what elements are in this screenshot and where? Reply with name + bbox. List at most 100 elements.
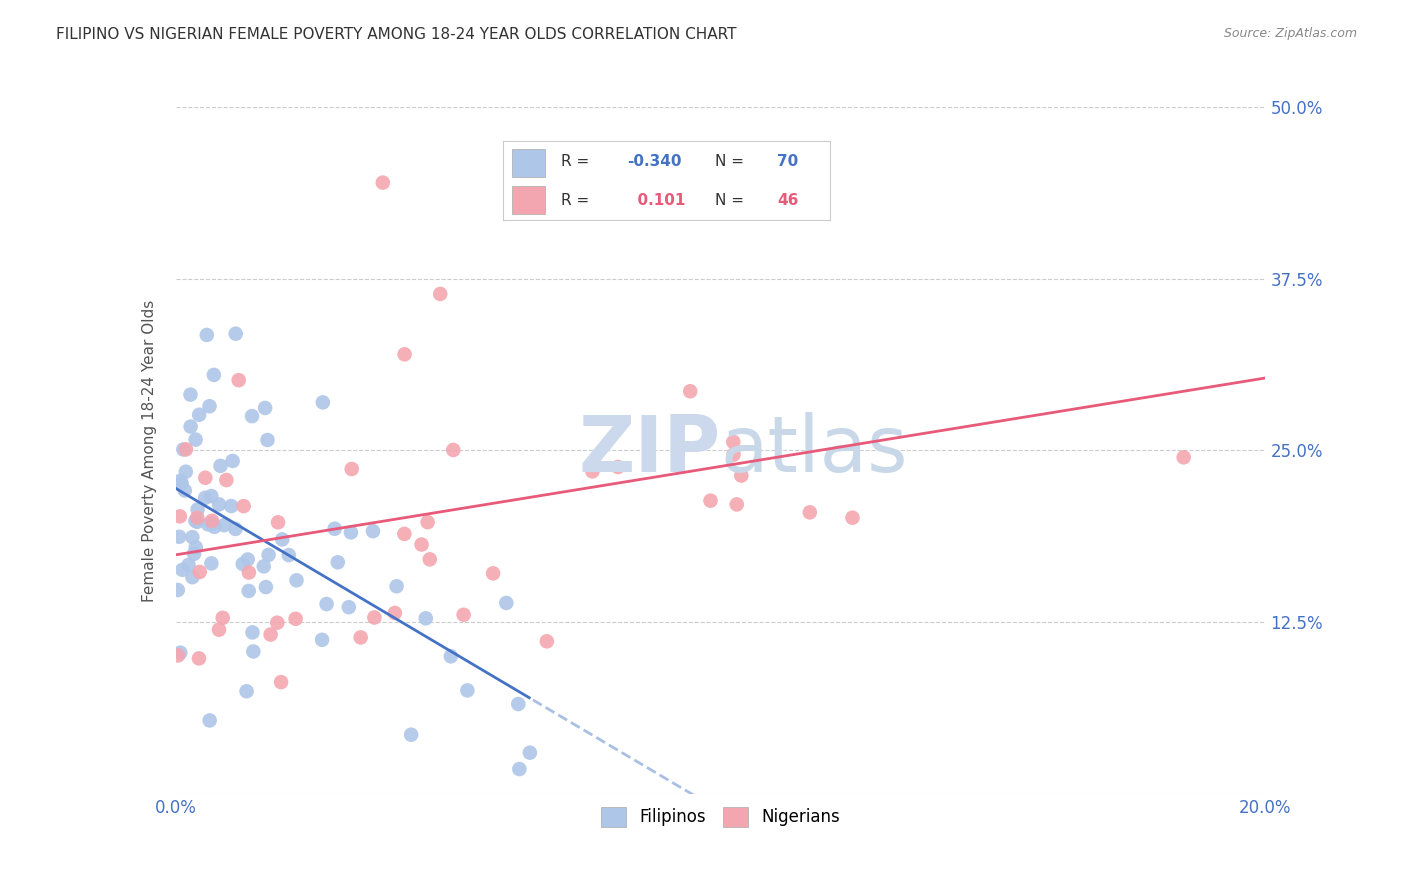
Point xyxy=(170,476,193,491)
Point xyxy=(453,607,475,622)
Point xyxy=(519,746,541,760)
Point xyxy=(183,547,205,561)
Point xyxy=(266,615,288,630)
Point xyxy=(173,483,195,498)
Point xyxy=(271,533,294,547)
Point xyxy=(361,524,384,538)
Point xyxy=(177,558,200,572)
Point xyxy=(184,433,207,447)
Point xyxy=(371,176,394,190)
Point xyxy=(841,510,863,524)
FancyBboxPatch shape xyxy=(512,149,546,177)
Point xyxy=(725,497,748,511)
Point xyxy=(326,555,349,569)
Point xyxy=(254,580,277,594)
Point xyxy=(212,518,235,533)
Point xyxy=(256,433,278,447)
Point xyxy=(257,548,280,562)
Point xyxy=(363,610,385,624)
Point xyxy=(172,442,194,457)
Point xyxy=(208,498,231,512)
Point xyxy=(312,395,335,409)
Text: -0.340: -0.340 xyxy=(627,153,682,169)
Point xyxy=(495,596,517,610)
Point xyxy=(311,632,333,647)
Point xyxy=(730,468,752,483)
Point xyxy=(184,541,207,555)
Point xyxy=(202,520,225,534)
Point xyxy=(169,646,191,660)
Text: R =: R = xyxy=(561,153,595,169)
Point xyxy=(1173,450,1195,465)
Point xyxy=(581,464,603,478)
Point xyxy=(259,627,281,641)
Point xyxy=(184,514,207,528)
Point xyxy=(179,387,201,401)
Point xyxy=(699,493,721,508)
Point xyxy=(197,517,219,532)
Point xyxy=(253,559,276,574)
Point xyxy=(188,565,211,579)
Text: FILIPINO VS NIGERIAN FEMALE POVERTY AMONG 18-24 YEAR OLDS CORRELATION CHART: FILIPINO VS NIGERIAN FEMALE POVERTY AMON… xyxy=(56,27,737,42)
Point xyxy=(267,516,290,530)
Point xyxy=(198,714,221,728)
Point xyxy=(169,509,191,524)
Point xyxy=(607,460,630,475)
Point xyxy=(221,454,243,468)
Point xyxy=(232,557,254,571)
Point xyxy=(167,530,190,544)
Point xyxy=(536,634,558,648)
Text: 46: 46 xyxy=(778,194,799,208)
Point xyxy=(174,442,197,457)
Point xyxy=(416,515,439,529)
Point xyxy=(232,499,254,513)
Point xyxy=(419,552,441,566)
Point xyxy=(186,510,208,524)
Point xyxy=(270,675,292,690)
Point xyxy=(508,697,530,711)
Point xyxy=(195,328,218,343)
Point xyxy=(215,473,238,487)
Point xyxy=(235,684,257,698)
Point xyxy=(723,434,745,449)
Text: 0.101: 0.101 xyxy=(627,194,685,208)
Point xyxy=(340,462,363,476)
Point xyxy=(411,537,433,551)
Point xyxy=(200,557,222,571)
Point xyxy=(200,489,222,503)
Point xyxy=(194,471,217,485)
Point xyxy=(399,728,422,742)
Point xyxy=(181,530,204,544)
Point xyxy=(174,465,197,479)
Text: R =: R = xyxy=(561,194,595,208)
Legend: Filipinos, Nigerians: Filipinos, Nigerians xyxy=(595,800,846,834)
Point xyxy=(238,566,260,580)
Point xyxy=(198,399,221,413)
Text: N =: N = xyxy=(716,194,749,208)
Text: Source: ZipAtlas.com: Source: ZipAtlas.com xyxy=(1223,27,1357,40)
Point xyxy=(285,574,308,588)
Point xyxy=(186,515,208,529)
Point xyxy=(384,606,406,620)
Point xyxy=(166,582,188,597)
Point xyxy=(315,597,337,611)
Point xyxy=(242,625,264,640)
Point xyxy=(394,347,416,361)
Point xyxy=(219,499,242,513)
Point xyxy=(340,525,363,540)
Point xyxy=(188,651,211,665)
Point xyxy=(208,623,231,637)
Point xyxy=(194,491,217,505)
Point xyxy=(508,762,530,776)
Point xyxy=(277,548,299,562)
Point xyxy=(429,287,451,301)
Point xyxy=(385,579,408,593)
Point xyxy=(284,612,307,626)
Text: atlas: atlas xyxy=(721,412,908,489)
Text: ZIP: ZIP xyxy=(578,412,721,489)
Point xyxy=(201,514,224,528)
Point xyxy=(211,611,233,625)
Point xyxy=(699,176,721,190)
Point xyxy=(236,552,259,566)
Point xyxy=(187,502,209,516)
